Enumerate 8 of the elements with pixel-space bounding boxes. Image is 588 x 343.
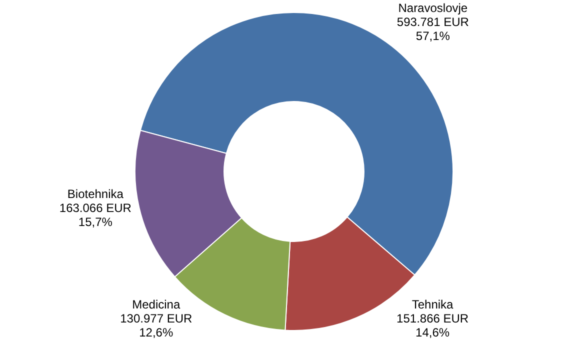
slice-label: Tehnika — [412, 297, 454, 312]
data-label: 151.866 EUR 14,6% — [396, 311, 469, 340]
data-label: 163.066 EUR 15,7% — [59, 201, 132, 230]
data-label: 593.781 EUR 57,1% — [396, 15, 470, 44]
slice-label: Naravoslovje — [398, 1, 468, 16]
data-label: 130.977 EUR 12,6% — [120, 311, 192, 340]
slice-label: Medicina — [132, 297, 180, 312]
slice-label: Biotehnika — [67, 187, 124, 202]
